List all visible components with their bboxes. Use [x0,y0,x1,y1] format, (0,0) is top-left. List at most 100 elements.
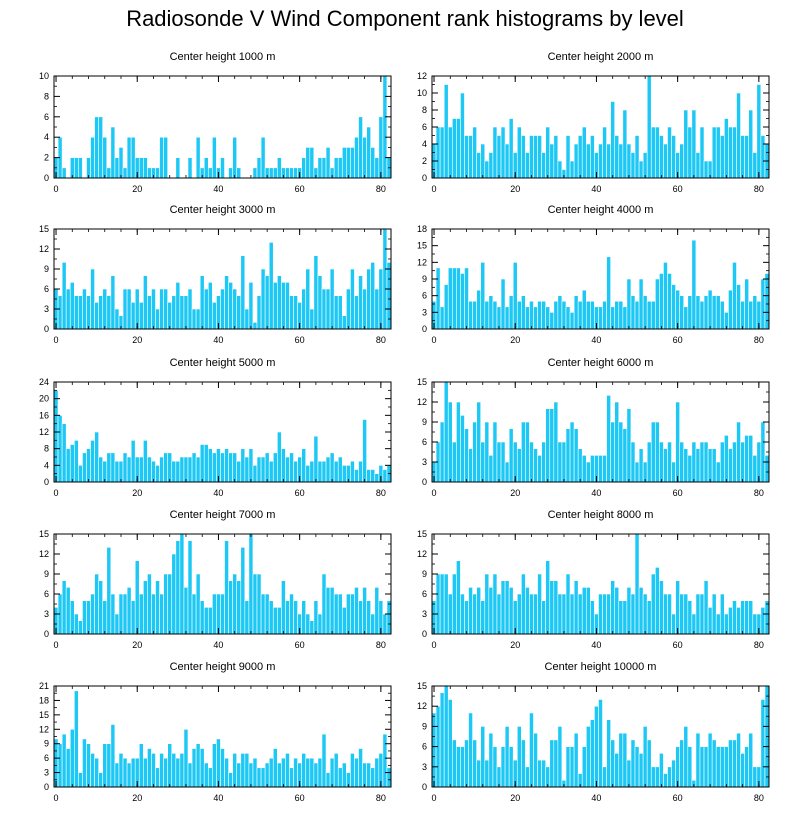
y-tick-label: 9 [422,721,427,731]
histogram-bar [240,448,246,483]
histogram-bar [94,116,99,179]
histogram-bar [272,748,278,788]
histogram-bar [138,456,144,483]
histogram-bar [220,593,225,635]
histogram-bar [277,275,282,330]
histogram-bar [110,724,116,788]
histogram-bar [126,456,132,483]
histogram-bar [443,381,449,483]
histogram-bar [362,288,367,330]
histogram-bar [224,757,229,788]
histogram-bar [86,743,91,788]
histogram-bar [468,300,473,330]
histogram-bar [366,126,371,179]
histogram-bar [118,147,124,179]
histogram-bar [163,452,168,483]
histogram-bar [321,288,327,330]
histogram-bar [549,143,555,179]
y-tick-label: 12 [39,549,49,559]
histogram-bar [573,428,579,483]
histogram-bar [521,421,526,483]
histogram-bar [715,126,721,179]
histogram-bar [683,306,689,330]
histogram-bar [199,275,205,330]
histogram-bar [732,126,737,179]
x-tick-label: 0 [432,640,437,650]
histogram-bar [460,92,465,179]
histogram-bar [272,452,278,483]
histogram-bar [683,109,689,179]
y-tick-label: 0 [44,477,49,487]
histogram-bar [301,753,307,788]
histogram-bar [333,460,339,483]
histogram-bar [606,143,611,179]
histogram-bar [476,289,482,330]
histogram-bar [610,739,616,788]
histogram-bar [464,135,469,179]
y-tick-label: 0 [44,782,49,792]
histogram-bar [529,300,534,330]
histogram-bar [289,295,294,330]
histogram-bar [159,753,164,788]
histogram-bar [602,300,607,330]
histogram-bar [228,167,233,179]
x-tick-label: 80 [754,640,764,650]
histogram-bar [760,699,766,788]
histogram-bar [602,766,607,788]
histogram-bar [435,267,441,330]
histogram-bar [78,772,83,788]
histogram-bar [122,593,128,635]
histogram-bar [358,748,363,788]
histogram-bar [187,540,193,635]
histogram-bar [622,109,628,179]
x-tick-label: 80 [376,184,386,194]
histogram-bar [195,456,201,483]
histogram-bar [252,167,258,179]
histogram-bar [309,308,315,330]
histogram-bar [341,315,347,330]
histogram-bar [203,288,209,330]
histogram-bar [212,136,217,179]
histogram-bar [191,748,197,788]
histogram-bar [496,593,502,635]
histogram-bar [663,773,668,788]
histogram-bar [675,746,680,788]
histogram-bar [585,143,591,179]
histogram-bar [573,580,579,635]
histogram-bar [691,239,697,330]
histogram-bar [74,440,79,483]
histogram-bar [252,465,258,483]
histogram-bar [655,567,660,635]
histogram-bar [187,157,193,179]
histogram-bar [541,759,546,788]
histogram-bar [488,732,494,788]
histogram-bar [452,441,457,483]
histogram-bar [541,300,546,330]
histogram-bar [362,136,367,179]
histogram-bar [321,733,327,788]
y-tick-label: 15 [417,529,427,539]
x-tick-label: 20 [510,488,520,498]
histogram-bar [171,295,177,330]
histogram-bar [537,135,542,179]
y-tick-label: 6 [422,291,427,301]
histogram-bar [728,448,733,483]
histogram-bar [106,743,112,788]
histogram-bar [82,288,87,330]
histogram-bar [203,444,209,483]
x-tick-label: 40 [591,640,601,650]
histogram-bar [98,580,104,635]
y-tick-label: 15 [39,710,49,720]
histogram-bar [439,306,445,330]
y-tick-label: 18 [39,695,49,705]
histogram-bar [195,136,201,179]
histogram-bar [699,441,705,483]
histogram-bar [744,435,749,483]
histogram-bar [614,753,620,788]
y-tick-label: 8 [44,91,49,101]
histogram-bar [707,732,713,788]
histogram-bar [752,455,758,483]
y-tick-label: 0 [422,629,427,639]
histogram-bar [581,126,587,179]
histogram-bar [370,262,376,330]
